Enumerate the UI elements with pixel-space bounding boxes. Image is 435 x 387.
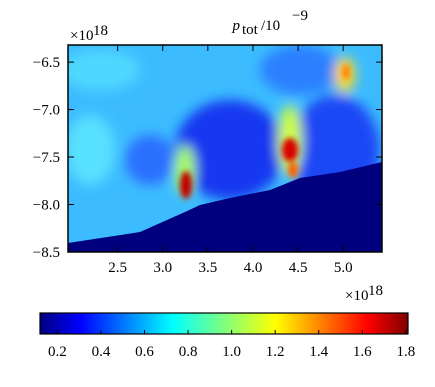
x-tick-label: 2.5 <box>108 260 127 276</box>
chart-title: p tot /10 −9 <box>232 8 308 38</box>
plot-frame <box>67 44 383 253</box>
colorbar <box>39 312 409 335</box>
x-tick-label: 3.5 <box>198 260 217 276</box>
y-multiplier-exp: 18 <box>93 23 108 39</box>
heatmap-field <box>68 45 382 252</box>
colorbar-tick-label: 1.2 <box>266 344 285 360</box>
colorbar-tick-label: 0.8 <box>179 344 198 360</box>
colorbar-tick-label: 1.8 <box>396 344 415 360</box>
colorbar-tick-label: 0.4 <box>92 344 111 360</box>
colorbar-tick-label: 1.6 <box>353 344 372 360</box>
colorbar-tick-label: 1.0 <box>222 344 241 360</box>
title-sup: −9 <box>292 8 308 24</box>
x-tick-label: 3.0 <box>153 260 172 276</box>
y-tick-label: −6.5 <box>33 55 60 71</box>
title-sub: tot <box>242 22 259 38</box>
x-tick-label: 4.0 <box>244 260 263 276</box>
y-multiplier: ×10 <box>70 28 93 44</box>
y-tick-label: −8.0 <box>33 198 60 214</box>
y-tick-label: −8.5 <box>33 245 60 261</box>
colorbar-tick-label: 1.4 <box>309 344 328 360</box>
colorbar-tick-label: 0.6 <box>135 344 154 360</box>
title-text: /10 <box>261 18 280 34</box>
x-tick-label: 4.5 <box>289 260 308 276</box>
y-tick-label: −7.5 <box>33 150 60 166</box>
x-tick-label: 5.0 <box>334 260 353 276</box>
x-multiplier: ×10 <box>345 288 368 304</box>
title-base: p <box>232 18 241 34</box>
colorbar-tick-label: 0.2 <box>48 344 67 360</box>
x-multiplier-exp: 18 <box>368 283 383 299</box>
y-tick-label: −7.0 <box>33 103 60 119</box>
